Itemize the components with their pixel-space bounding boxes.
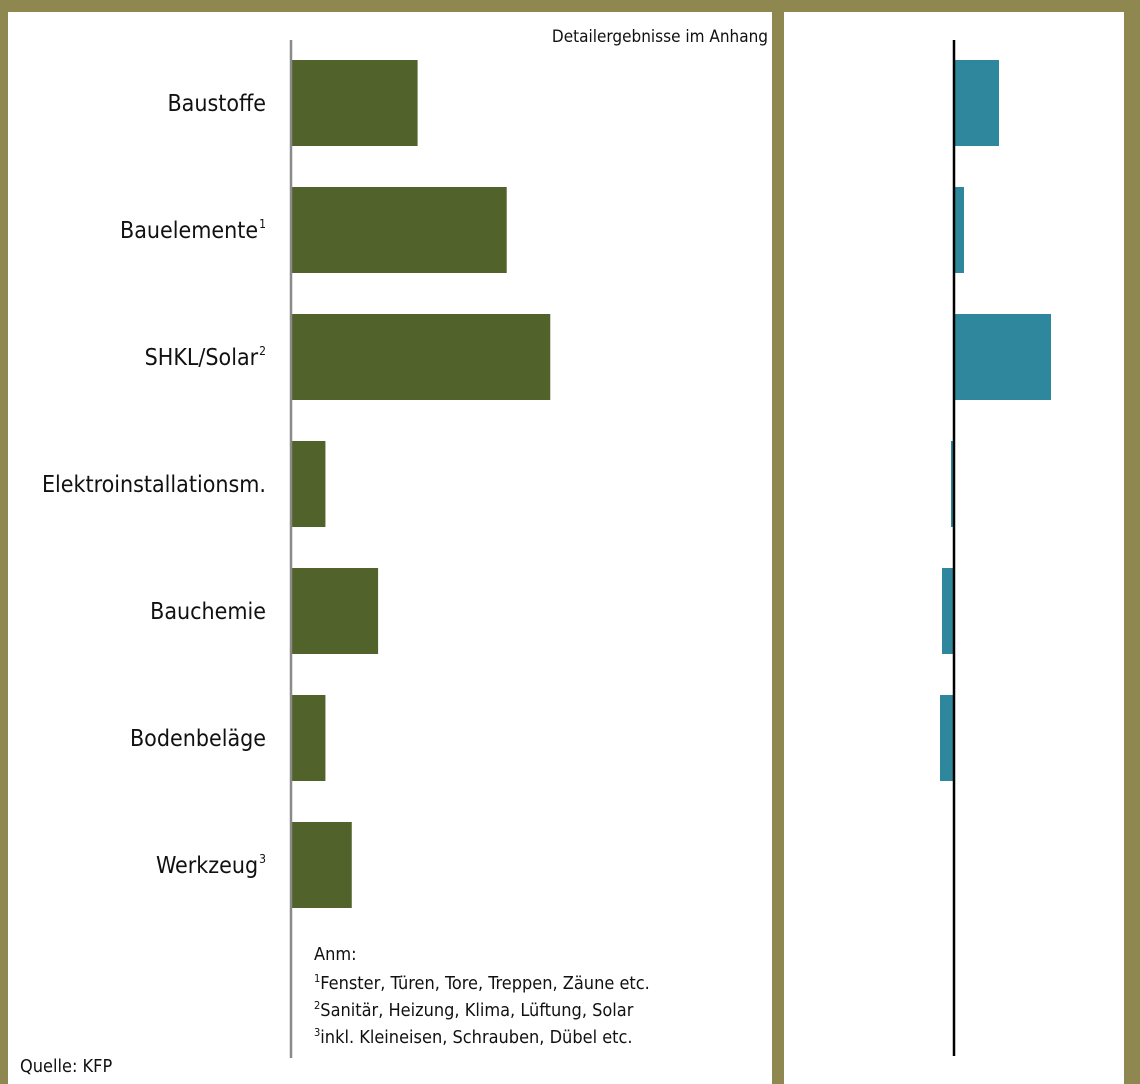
category-label-bauchemie: Bauchemie xyxy=(150,599,266,625)
left-bar-werkzeug xyxy=(291,822,352,908)
left-bar-elektroinstallationsm xyxy=(291,441,326,527)
category-label-werkzeug: Werkzeug3 xyxy=(156,852,266,879)
header-note: Detailergebnisse im Anhang xyxy=(552,27,768,47)
right-bar-shkl-solar xyxy=(954,314,1051,400)
note-3: 3inkl. Kleineisen, Schrauben, Dübel etc. xyxy=(314,1026,633,1048)
category-footnote-mark: 3 xyxy=(259,852,266,866)
category-label-bauelemente: Bauelemente1 xyxy=(120,217,266,244)
category-name: Bauelemente xyxy=(120,218,258,244)
right-bar-bauchemie xyxy=(942,568,954,654)
notes-block: Anm: 1Fenster, Türen, Tore, Treppen, Zäu… xyxy=(314,944,650,1048)
left-bar-bodenbel-ge xyxy=(291,695,326,781)
category-label-shkl-solar: SHKL/Solar2 xyxy=(145,344,266,371)
source-label: Quelle: KFP xyxy=(20,1056,112,1077)
right-bar-bodenbel-ge xyxy=(940,695,954,781)
category-label-baustoffe: Baustoffe xyxy=(167,91,266,117)
category-name: SHKL/Solar xyxy=(145,345,259,371)
category-footnote-mark: 1 xyxy=(259,217,266,231)
left-bar-baustoffe xyxy=(291,60,418,146)
note-2: 2Sanitär, Heizung, Klima, Lüftung, Solar xyxy=(314,999,634,1021)
category-name: Bodenbeläge xyxy=(130,726,266,752)
category-name: Werkzeug xyxy=(156,853,258,879)
right-bar-chart xyxy=(940,40,1051,1056)
category-name: Elektroinstallationsm. xyxy=(42,472,266,498)
note-1: 1Fenster, Türen, Tore, Treppen, Zäune et… xyxy=(314,972,650,994)
right-bar-bauelemente xyxy=(954,187,964,273)
note-2-text: Sanitär, Heizung, Klima, Lüftung, Solar xyxy=(320,1000,633,1021)
right-chart-panel xyxy=(784,12,1124,1084)
note-3-text: inkl. Kleineisen, Schrauben, Dübel etc. xyxy=(320,1027,632,1048)
note-1-mark: 1 xyxy=(314,972,320,985)
note-2-mark: 2 xyxy=(314,999,320,1012)
right-bar-elektroinstallationsm xyxy=(951,441,954,527)
left-bar-shkl-solar xyxy=(291,314,551,400)
left-chart-panel: Baustoffe Bauelemente1 SHKL/Solar2 Elektroi… xyxy=(8,12,772,1084)
right-bar-baustoffe xyxy=(954,60,999,146)
category-name: Bauchemie xyxy=(150,599,266,625)
left-bar-bauelemente xyxy=(291,187,507,273)
category-name: Baustoffe xyxy=(167,91,266,117)
category-label-elektroinstallationsm: Elektroinstallationsm. xyxy=(42,472,266,498)
note-1-text: Fenster, Türen, Tore, Treppen, Zäune etc… xyxy=(320,973,650,994)
left-bar-bauchemie xyxy=(291,568,379,654)
category-label-bodenbel-ge: Bodenbeläge xyxy=(130,726,266,752)
notes-title: Anm: xyxy=(314,944,357,965)
note-3-mark: 3 xyxy=(314,1026,320,1039)
left-bar-chart: BaustoffeBauelemente1SHKL/Solar2Elektroi… xyxy=(20,27,768,1077)
category-footnote-mark: 2 xyxy=(259,344,266,358)
